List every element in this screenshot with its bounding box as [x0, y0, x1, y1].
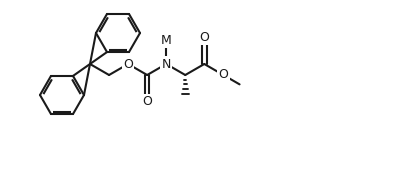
- Text: M: M: [161, 34, 172, 47]
- Text: N: N: [162, 58, 171, 70]
- Text: O: O: [218, 68, 228, 82]
- Text: O: O: [123, 58, 133, 70]
- Text: O: O: [142, 95, 152, 108]
- Text: O: O: [199, 31, 209, 44]
